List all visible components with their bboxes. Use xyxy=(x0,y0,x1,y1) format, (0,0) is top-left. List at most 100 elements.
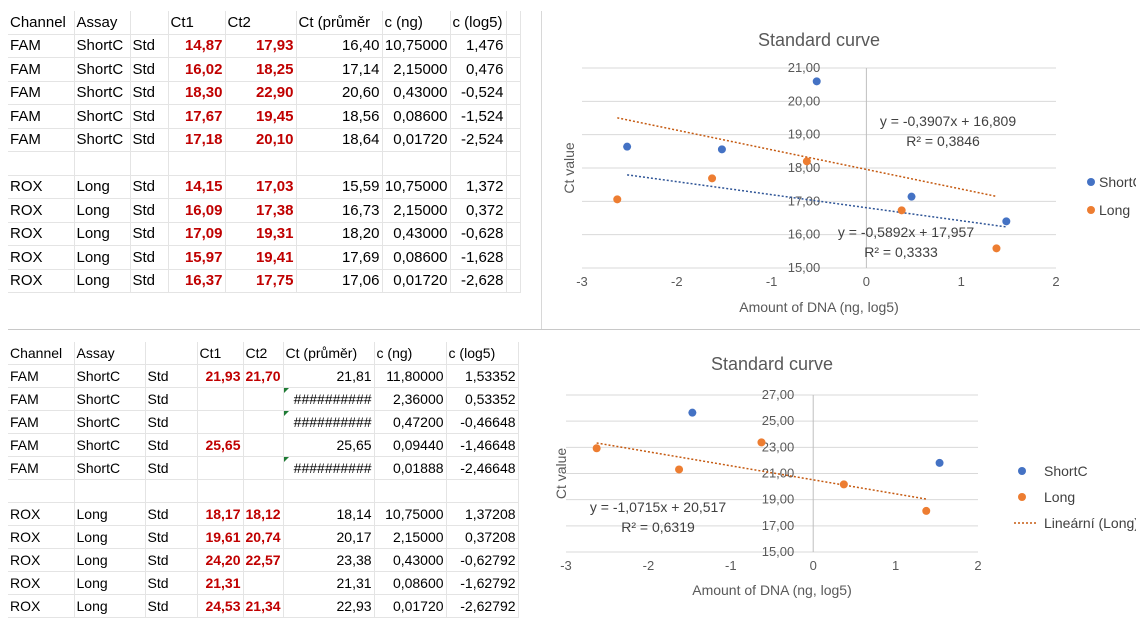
cell-channel[interactable]: FAM xyxy=(8,410,75,434)
cell-channel[interactable]: FAM xyxy=(8,34,75,58)
empty-cell[interactable] xyxy=(506,269,521,293)
cell-channel[interactable]: ROX xyxy=(8,594,75,618)
empty-cell[interactable] xyxy=(283,479,375,503)
cell-concentration[interactable]: 10,75000 xyxy=(374,502,447,526)
empty-cell[interactable] xyxy=(506,128,521,152)
cell-ct-mean[interactable]: 17,69 xyxy=(296,245,383,270)
empty-cell[interactable] xyxy=(168,151,226,176)
header-ct1[interactable]: Ct1 xyxy=(168,11,226,35)
cell-type[interactable]: Std xyxy=(145,502,198,526)
cell-type[interactable]: Std xyxy=(130,175,169,199)
empty-cell[interactable] xyxy=(506,104,521,129)
header-ct1[interactable]: Ct1 xyxy=(197,342,244,365)
cell-assay[interactable]: Long xyxy=(74,245,131,270)
cell-concentration[interactable]: 0,09440 xyxy=(374,433,447,457)
cell-channel[interactable]: ROX xyxy=(8,245,75,270)
cell-ct1[interactable]: 21,31 xyxy=(197,571,244,595)
cell-channel[interactable]: ROX xyxy=(8,175,75,199)
empty-cell[interactable] xyxy=(506,175,521,199)
cell-assay[interactable]: Long xyxy=(74,175,131,199)
cell-ct2[interactable]: 17,38 xyxy=(225,198,297,223)
empty-cell[interactable] xyxy=(74,479,146,503)
cell-ct-mean[interactable]: ########## xyxy=(283,456,375,480)
cell-channel[interactable]: ROX xyxy=(8,502,75,526)
cell-concentration[interactable]: 2,15000 xyxy=(382,198,451,223)
cell-ct-mean[interactable]: 23,38 xyxy=(283,548,375,572)
cell-concentration[interactable]: 11,80000 xyxy=(374,364,447,388)
cell-type[interactable]: Std xyxy=(130,128,169,152)
empty-cell[interactable] xyxy=(506,151,521,176)
cell-ct2[interactable]: 17,03 xyxy=(225,175,297,199)
cell-ct1[interactable]: 19,61 xyxy=(197,525,244,549)
cell-type[interactable]: Std xyxy=(145,387,198,411)
cell-log5[interactable]: -1,524 xyxy=(450,104,507,129)
empty-cell[interactable] xyxy=(506,11,521,35)
cell-concentration[interactable]: 0,43000 xyxy=(374,548,447,572)
header-log5[interactable]: c (log5) xyxy=(450,11,507,35)
cell-ct2[interactable]: 19,41 xyxy=(225,245,297,270)
cell-log5[interactable]: -2,62792 xyxy=(446,594,519,618)
header-ct2[interactable]: Ct2 xyxy=(225,11,297,35)
cell-concentration[interactable]: 0,08600 xyxy=(382,245,451,270)
cell-assay[interactable]: ShortC xyxy=(74,34,131,58)
cell-ct1[interactable]: 25,65 xyxy=(197,433,244,457)
cell-channel[interactable]: FAM xyxy=(8,57,75,82)
cell-type[interactable]: Std xyxy=(145,410,198,434)
cell-assay[interactable]: ShortC xyxy=(74,456,146,480)
cell-ct1[interactable]: 24,20 xyxy=(197,548,244,572)
cell-concentration[interactable]: 0,01720 xyxy=(382,269,451,293)
empty-cell[interactable] xyxy=(446,479,519,503)
cell-type[interactable]: Std xyxy=(145,433,198,457)
header-concentration[interactable]: c (ng) xyxy=(374,342,447,365)
cell-type[interactable]: Std xyxy=(130,245,169,270)
cell-channel[interactable]: ROX xyxy=(8,198,75,223)
cell-ct-mean[interactable]: ########## xyxy=(283,410,375,434)
header-type[interactable] xyxy=(130,11,169,35)
cell-ct2[interactable] xyxy=(243,410,284,434)
header-channel[interactable]: Channel xyxy=(8,11,75,35)
cell-ct1[interactable]: 17,18 xyxy=(168,128,226,152)
empty-cell[interactable] xyxy=(506,34,521,58)
empty-cell[interactable] xyxy=(506,222,521,246)
cell-channel[interactable]: FAM xyxy=(8,364,75,388)
cell-log5[interactable]: 0,476 xyxy=(450,57,507,82)
empty-cell[interactable] xyxy=(74,151,131,176)
empty-cell[interactable] xyxy=(145,479,198,503)
header-channel[interactable]: Channel xyxy=(8,342,75,365)
cell-ct-mean[interactable]: 17,06 xyxy=(296,269,383,293)
cell-type[interactable]: Std xyxy=(145,571,198,595)
cell-log5[interactable]: -1,628 xyxy=(450,245,507,270)
cell-ct1[interactable]: 16,37 xyxy=(168,269,226,293)
header-concentration[interactable]: c (ng) xyxy=(382,11,451,35)
cell-ct-mean[interactable]: 17,14 xyxy=(296,57,383,82)
cell-type[interactable]: Std xyxy=(145,594,198,618)
cell-ct1[interactable]: 15,97 xyxy=(168,245,226,270)
cell-type[interactable]: Std xyxy=(145,548,198,572)
standard-curve-chart-bottom[interactable]: Standard curve 15,00 17,00 19,00 21,00 23,00 2… xyxy=(548,346,1136,604)
cell-type[interactable]: Std xyxy=(130,222,169,246)
cell-log5[interactable]: 1,53352 xyxy=(446,364,519,388)
cell-log5[interactable]: 0,53352 xyxy=(446,387,519,411)
header-assay[interactable]: Assay xyxy=(74,11,131,35)
cell-assay[interactable]: ShortC xyxy=(74,433,146,457)
cell-ct2[interactable]: 18,25 xyxy=(225,57,297,82)
empty-cell[interactable] xyxy=(506,245,521,270)
header-assay[interactable]: Assay xyxy=(74,342,146,365)
cell-channel[interactable]: FAM xyxy=(8,433,75,457)
cell-channel[interactable]: FAM xyxy=(8,387,75,411)
cell-channel[interactable]: FAM xyxy=(8,128,75,152)
cell-ct-mean[interactable]: 15,59 xyxy=(296,175,383,199)
cell-ct-mean[interactable]: 16,40 xyxy=(296,34,383,58)
cell-ct1[interactable]: 24,53 xyxy=(197,594,244,618)
cell-ct2[interactable]: 19,31 xyxy=(225,222,297,246)
cell-channel[interactable]: FAM xyxy=(8,81,75,105)
cell-ct1[interactable]: 17,67 xyxy=(168,104,226,129)
cell-ct2[interactable] xyxy=(243,571,284,595)
cell-ct2[interactable]: 22,90 xyxy=(225,81,297,105)
empty-cell[interactable] xyxy=(382,151,451,176)
cell-type[interactable]: Std xyxy=(145,364,198,388)
cell-ct1[interactable] xyxy=(197,387,244,411)
cell-type[interactable]: Std xyxy=(130,57,169,82)
cell-ct-mean[interactable]: 20,17 xyxy=(283,525,375,549)
header-ct-mean[interactable]: Ct (průměr) xyxy=(283,342,375,365)
